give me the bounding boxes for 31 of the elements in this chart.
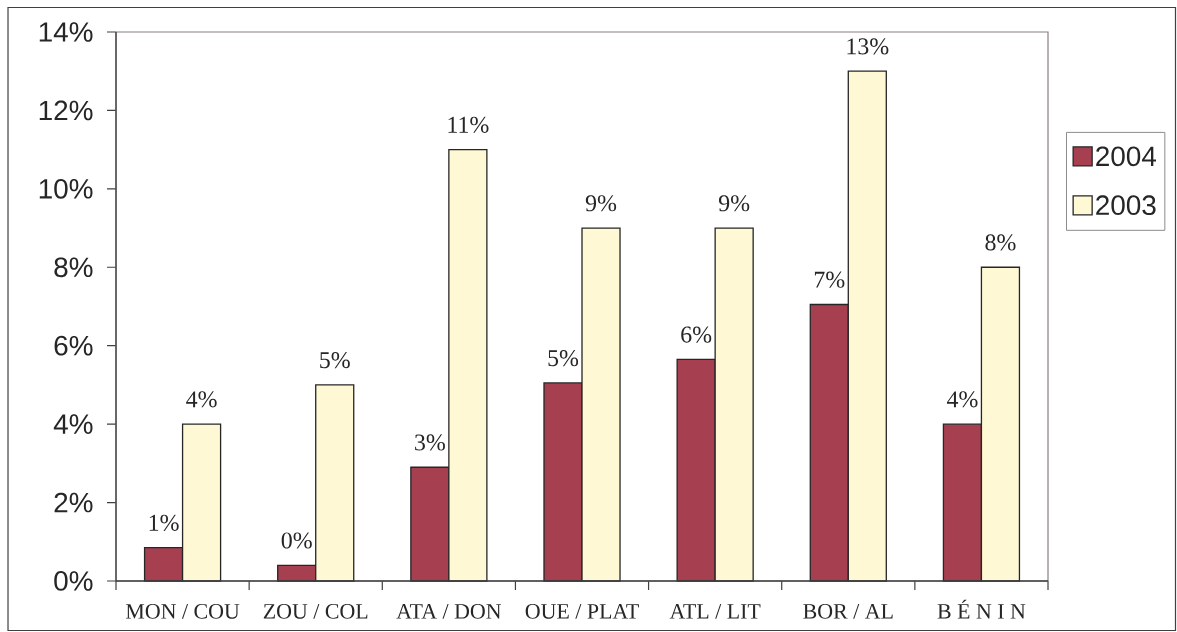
y-tick-label: 10% — [39, 178, 93, 199]
data-label: 5% — [548, 350, 579, 367]
y-tick-label: 2% — [54, 492, 93, 513]
data-label: 6% — [681, 326, 712, 343]
data-label: 13% — [847, 38, 889, 55]
legend-label: 2003 — [1096, 195, 1156, 216]
y-tick-label: 8% — [54, 257, 93, 278]
data-label: 4% — [946, 391, 978, 408]
data-label: 8% — [985, 234, 1016, 251]
data-label: 0% — [281, 532, 312, 549]
data-label: 5% — [320, 352, 350, 369]
data-label: 11% — [448, 116, 489, 133]
data-label: 7% — [814, 271, 845, 288]
x-tick-label: ATA / DON — [396, 603, 502, 619]
data-label: 4% — [186, 391, 217, 408]
x-tick-label: MON / COU — [125, 603, 240, 619]
y-tick-label: 14% — [39, 22, 93, 42]
x-tick-label: OUE / PLAT — [525, 603, 639, 619]
data-label: 9% — [585, 195, 617, 212]
y-tick-label: 6% — [54, 335, 93, 356]
y-tick-label: 12% — [39, 100, 93, 121]
data-label: 1% — [149, 514, 179, 531]
data-label: 3% — [415, 434, 445, 451]
x-tick-label: B É N I N — [937, 599, 1026, 619]
y-tick-label: 0% — [54, 571, 93, 591]
x-tick-label: ATL / LIT — [669, 604, 761, 619]
x-tick-label: ZOU / COL — [263, 603, 368, 619]
y-tick-label: 4% — [53, 414, 93, 434]
data-label: 9% — [718, 195, 750, 212]
x-tick-label: BOR / AL — [803, 603, 893, 619]
legend-label: 2004 — [1096, 146, 1156, 167]
